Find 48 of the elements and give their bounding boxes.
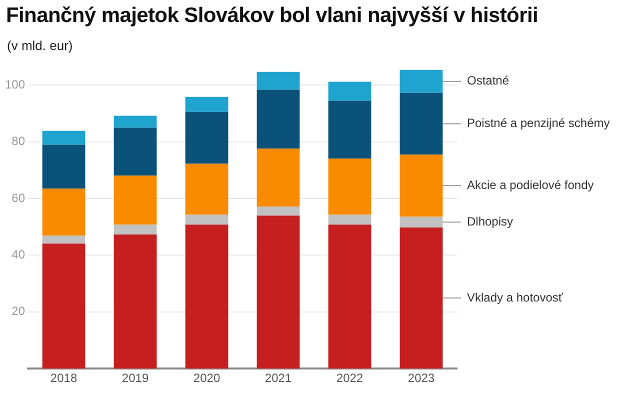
text: Vklady a hotovosť bbox=[467, 290, 564, 304]
bar bbox=[400, 92, 443, 155]
bar bbox=[328, 158, 372, 215]
bar bbox=[328, 214, 372, 225]
bar bbox=[400, 227, 443, 369]
y-tick-label: 100 bbox=[4, 78, 26, 92]
text: Poistné a penzijné schémy bbox=[467, 116, 610, 130]
bar bbox=[328, 224, 372, 369]
y-tick-label: 60 bbox=[12, 190, 26, 205]
bar bbox=[185, 112, 228, 164]
bar bbox=[42, 236, 86, 244]
bar bbox=[400, 216, 443, 228]
x-tick-label: 2020 bbox=[193, 371, 220, 386]
bar bbox=[114, 176, 157, 225]
bar bbox=[42, 144, 86, 189]
bar bbox=[185, 214, 228, 225]
bar bbox=[185, 164, 228, 215]
x-tick-label: 2021 bbox=[264, 371, 292, 386]
bar bbox=[42, 188, 86, 236]
y-tick-label: 40 bbox=[12, 248, 26, 262]
bar bbox=[328, 100, 372, 159]
bar bbox=[114, 128, 157, 176]
x-tick-label: 2022 bbox=[336, 371, 364, 386]
bar bbox=[114, 234, 157, 369]
x-tick-label: 2019 bbox=[122, 371, 149, 386]
bar bbox=[42, 244, 86, 369]
bar bbox=[42, 130, 86, 145]
bar bbox=[185, 224, 228, 369]
bar bbox=[256, 148, 300, 206]
bar bbox=[256, 206, 300, 216]
bar bbox=[185, 96, 228, 112]
bar bbox=[256, 216, 300, 369]
chart-subtitle: (v mld. eur) bbox=[7, 38, 73, 53]
bar bbox=[114, 116, 157, 128]
text: Ostatné bbox=[467, 74, 510, 88]
bar bbox=[256, 90, 300, 149]
bar bbox=[400, 70, 443, 93]
bar bbox=[114, 224, 157, 235]
chart-title: Finančný majetok Slovákov bol vlani najvyšší v histórii bbox=[6, 4, 538, 28]
bar bbox=[256, 72, 300, 90]
text: Dlhopisy bbox=[467, 214, 514, 228]
bar bbox=[328, 82, 372, 101]
x-tick-label: 2023 bbox=[408, 371, 435, 386]
y-tick-label: 20 bbox=[12, 304, 26, 318]
bar bbox=[400, 154, 443, 217]
text: Akcie a podielové fondy bbox=[467, 178, 594, 192]
y-tick-label: 80 bbox=[12, 134, 26, 148]
x-tick-label: 2018 bbox=[50, 371, 78, 386]
